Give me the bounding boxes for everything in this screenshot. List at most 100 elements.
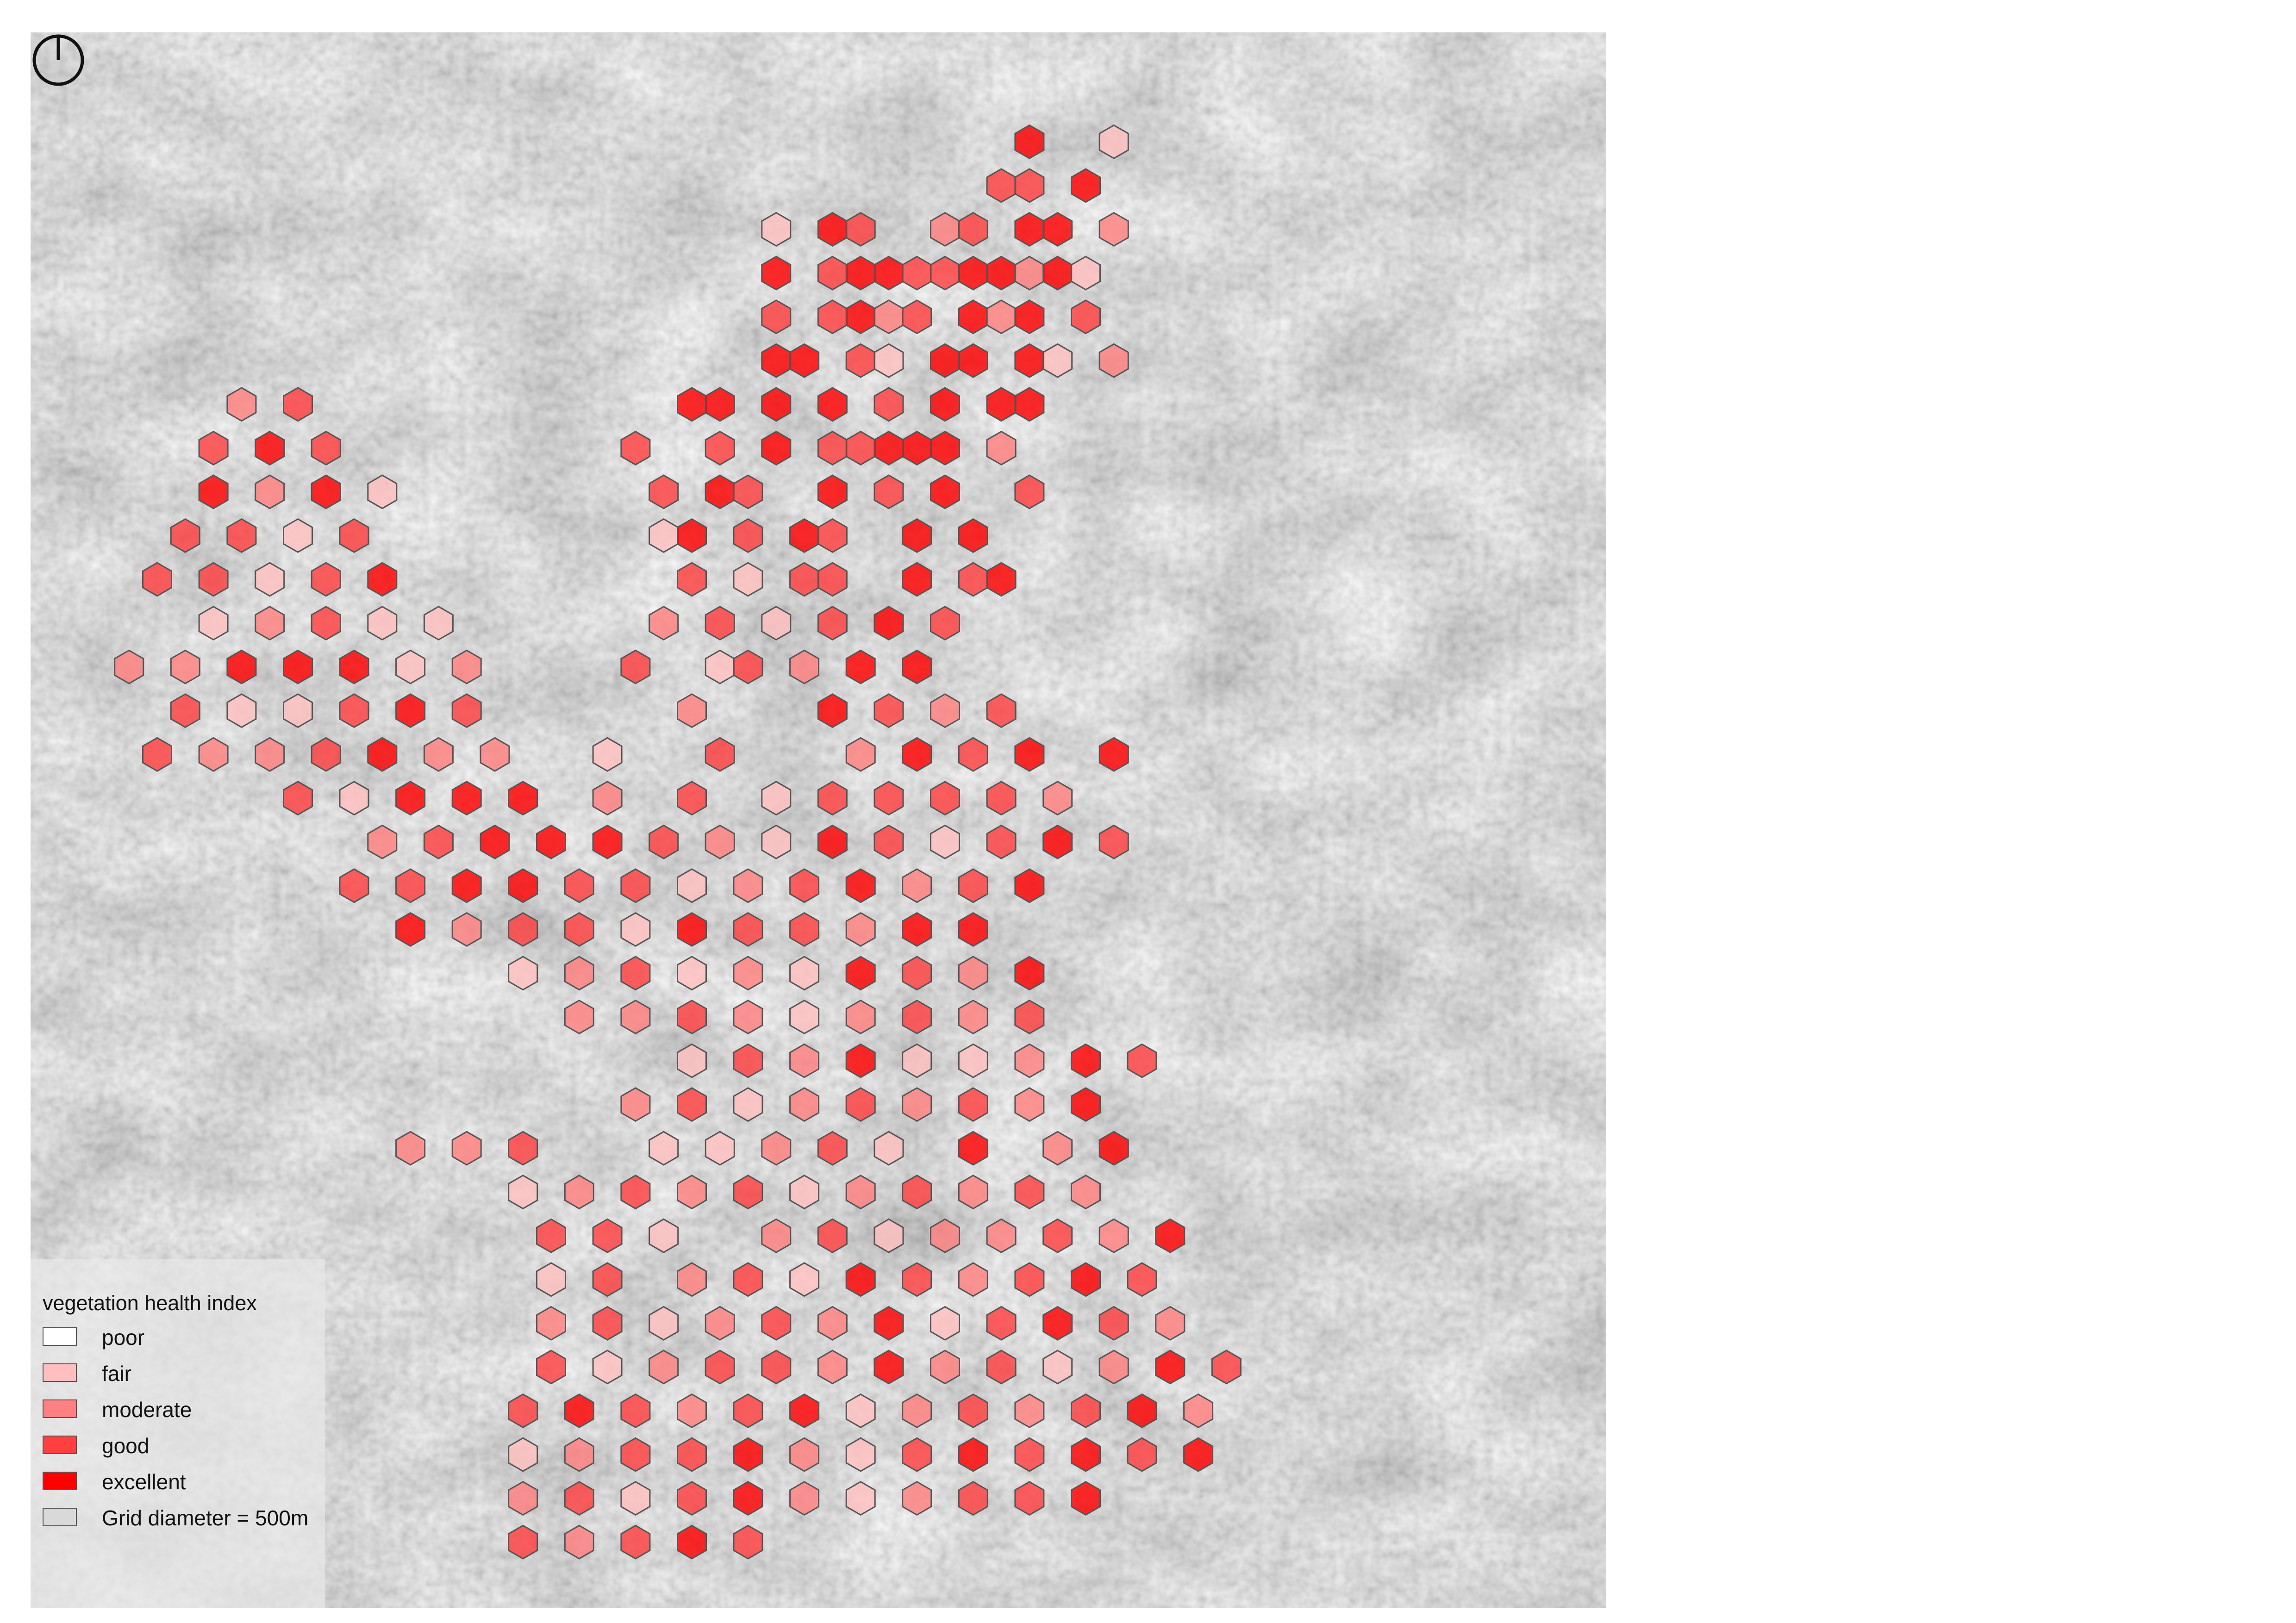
- hex-cell-moderate: [1155, 1306, 1185, 1341]
- hex-cell-good: [733, 1175, 763, 1210]
- hex-cell-excellent: [508, 868, 538, 903]
- hex-cell-good: [761, 1349, 792, 1385]
- hex-cell-good: [761, 299, 792, 335]
- hex-cell-good: [1014, 1262, 1045, 1297]
- hex-cell-good: [958, 1087, 988, 1122]
- hex-cell-good: [958, 737, 988, 772]
- hex-cell-good: [283, 387, 313, 422]
- hex-cell-fair: [789, 1262, 820, 1297]
- legend-swatch-poor: [43, 1327, 77, 1346]
- hex-cell-moderate: [677, 1262, 707, 1297]
- hex-cell-fair: [649, 1306, 679, 1341]
- hex-cell-good: [817, 1218, 848, 1253]
- hex-cell-excellent: [761, 430, 792, 466]
- hex-cell-excellent: [817, 824, 848, 859]
- hex-cell-fair: [339, 781, 369, 816]
- hex-cell-moderate: [789, 1437, 820, 1472]
- hex-cell-excellent: [1183, 1437, 1214, 1472]
- hex-cell-good: [423, 824, 454, 859]
- hex-cell-good: [198, 562, 229, 597]
- hex-cell-fair: [733, 1087, 763, 1122]
- hex-cell-good: [733, 1524, 763, 1560]
- hex-cell-good: [592, 1218, 623, 1253]
- hex-cell-good: [311, 737, 341, 772]
- map-frame[interactable]: vegetation health index poor fair modera…: [31, 32, 1606, 1608]
- hex-cell-moderate: [620, 999, 651, 1035]
- hex-cell-excellent: [789, 1393, 820, 1429]
- hex-cell-good: [170, 693, 200, 728]
- hex-cell-fair: [873, 1131, 904, 1166]
- hex-cell-excellent: [1071, 1437, 1101, 1472]
- hex-cell-good: [986, 781, 1017, 816]
- hex-cell-fair: [761, 781, 792, 816]
- legend-swatch-fair: [43, 1363, 77, 1382]
- hex-cell-fair: [930, 1306, 960, 1341]
- hex-cell-good: [958, 211, 988, 247]
- hex-cell-good: [620, 1393, 651, 1429]
- hex-cell-fair: [1098, 124, 1129, 159]
- hex-cell-moderate: [902, 1393, 932, 1429]
- hex-cell-excellent: [1071, 1043, 1101, 1078]
- hex-cell-moderate: [958, 1262, 988, 1297]
- hex-cell-moderate: [902, 1481, 932, 1516]
- hex-cell-excellent: [817, 693, 848, 728]
- hex-cell-good: [1127, 1262, 1157, 1297]
- hex-cell-moderate: [677, 1393, 707, 1429]
- hex-cell-good: [873, 781, 904, 816]
- hex-cell-excellent: [1042, 1306, 1073, 1341]
- hex-cell-good: [564, 868, 594, 903]
- hex-cell-moderate: [1014, 1087, 1045, 1122]
- hex-cell-excellent: [1098, 737, 1129, 772]
- hex-cell-excellent: [1127, 1393, 1157, 1429]
- hex-cell-excellent: [902, 518, 932, 553]
- hex-cell-excellent: [789, 343, 820, 378]
- legend-label-excellent: excellent: [102, 1470, 186, 1494]
- hex-cell-good: [677, 781, 707, 816]
- hex-cell-moderate: [255, 737, 285, 772]
- hex-cell-moderate: [733, 956, 763, 991]
- hex-cell-excellent: [930, 474, 960, 510]
- hex-cell-good: [873, 824, 904, 859]
- hex-cell-good: [1127, 1437, 1157, 1472]
- hex-cell-moderate: [564, 956, 594, 991]
- hex-cell-moderate: [1098, 343, 1129, 378]
- hex-cell-fair: [873, 343, 904, 378]
- hex-cell-good: [620, 956, 651, 991]
- hex-cell-good: [1014, 474, 1045, 510]
- hex-cell-fair: [367, 605, 398, 641]
- hex-cell-excellent: [508, 781, 538, 816]
- hex-cell-good: [845, 1087, 876, 1122]
- legend-swatch-good: [43, 1436, 77, 1454]
- hex-cell-moderate: [930, 1218, 960, 1253]
- hex-cell-good: [902, 1437, 932, 1472]
- hex-cell-excellent: [845, 956, 876, 991]
- legend-swatch-excellent: [43, 1472, 77, 1490]
- hex-cell-fair: [873, 1218, 904, 1253]
- hex-cell-excellent: [564, 1393, 594, 1429]
- hex-cell-good: [198, 430, 229, 466]
- hex-cell-good: [733, 649, 763, 684]
- hex-cell-fair: [761, 605, 792, 641]
- hex-cell-moderate: [930, 693, 960, 728]
- hex-cell-good: [1098, 824, 1129, 859]
- hex-cell-excellent: [480, 824, 510, 859]
- hex-cell-good: [451, 693, 482, 728]
- hex-cell-excellent: [1042, 211, 1073, 247]
- hex-cell-fair: [198, 605, 229, 641]
- hex-cell-good: [564, 912, 594, 947]
- hex-cell-excellent: [930, 387, 960, 422]
- hex-cell-moderate: [761, 1218, 792, 1253]
- hex-cell-excellent: [930, 430, 960, 466]
- hex-cell-good: [311, 605, 341, 641]
- hex-cell-fair: [789, 1175, 820, 1210]
- hex-cell-good: [339, 868, 369, 903]
- hex-cell-good: [283, 781, 313, 816]
- hex-cell-excellent: [339, 649, 369, 684]
- hex-cell-excellent: [761, 255, 792, 291]
- hex-cell-fair: [845, 1437, 876, 1472]
- hex-cell-moderate: [1183, 1393, 1214, 1429]
- hex-cell-good: [395, 868, 426, 903]
- hex-cell-excellent: [958, 518, 988, 553]
- hex-cell-moderate: [817, 1349, 848, 1385]
- hex-cell-moderate: [902, 1087, 932, 1122]
